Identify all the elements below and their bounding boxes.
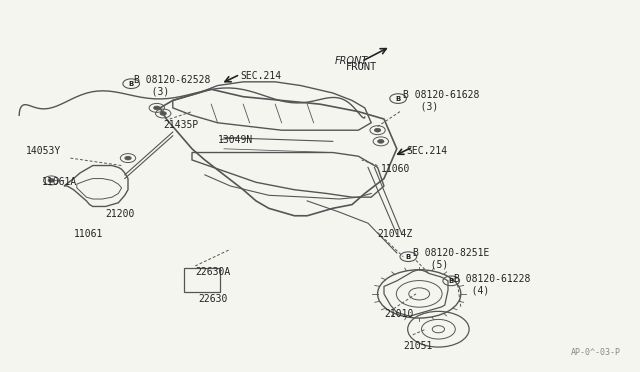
Text: 21014Z: 21014Z: [378, 230, 413, 239]
Text: 11060: 11060: [381, 164, 410, 174]
Text: 11061A: 11061A: [42, 177, 77, 187]
Text: 13049N: 13049N: [218, 135, 253, 144]
Text: B: B: [406, 254, 411, 260]
Text: FRONT: FRONT: [335, 57, 368, 66]
Text: 21435P: 21435P: [163, 120, 198, 129]
Text: 22630: 22630: [198, 295, 228, 304]
Text: B: B: [396, 96, 401, 102]
Text: 11061: 11061: [74, 230, 103, 239]
Text: AP-0^-03-P: AP-0^-03-P: [571, 348, 621, 357]
Text: 21010: 21010: [384, 310, 413, 319]
Text: B 08120-61628
   (3): B 08120-61628 (3): [403, 90, 479, 111]
Circle shape: [48, 179, 54, 182]
Text: FRONT: FRONT: [346, 62, 377, 72]
Text: SEC.214: SEC.214: [406, 146, 447, 155]
Text: B: B: [129, 81, 134, 87]
Circle shape: [154, 106, 160, 110]
Text: 22630A: 22630A: [195, 267, 230, 276]
Circle shape: [125, 156, 131, 160]
Text: SEC.214: SEC.214: [240, 71, 281, 81]
Text: 21051: 21051: [403, 341, 433, 351]
Circle shape: [378, 140, 384, 143]
Text: B 08120-62528
   (3): B 08120-62528 (3): [134, 75, 211, 96]
Text: B 08120-8251E
   (5): B 08120-8251E (5): [413, 248, 489, 269]
Text: B 08120-61228
   (4): B 08120-61228 (4): [454, 274, 531, 295]
Text: 14053Y: 14053Y: [26, 146, 61, 155]
Text: B: B: [449, 278, 454, 284]
Text: 21200: 21200: [106, 209, 135, 219]
Circle shape: [160, 112, 166, 115]
Circle shape: [374, 128, 381, 132]
